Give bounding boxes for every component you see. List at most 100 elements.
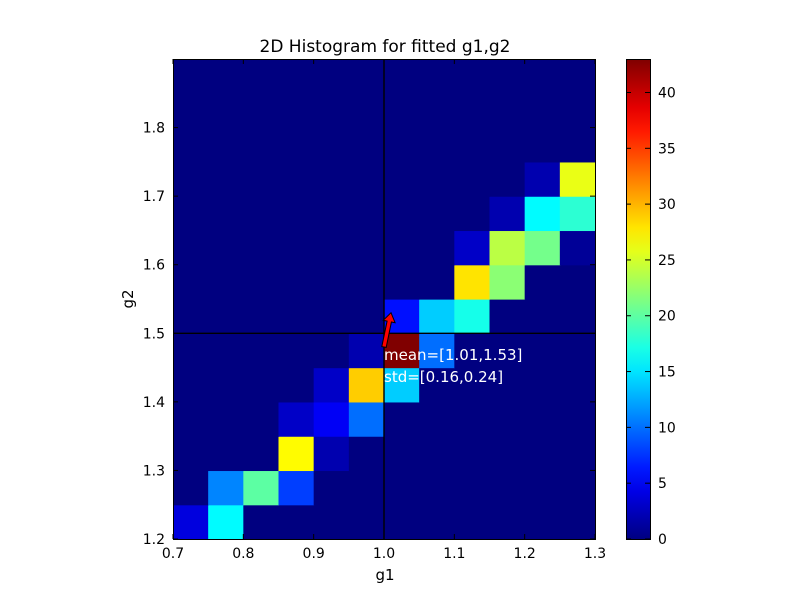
heatmap-cell (384, 196, 420, 232)
heatmap-cell (208, 299, 244, 334)
colorbar-tick-label: 40 (658, 85, 676, 101)
heatmap-cell (559, 93, 596, 129)
heatmap-cell (208, 333, 244, 369)
heatmap-cell (313, 401, 350, 437)
heatmap-cell (454, 470, 491, 506)
heatmap-cell (489, 504, 526, 540)
heatmap-cell (489, 333, 526, 369)
heatmap-cell (208, 127, 244, 163)
heatmap-cell (313, 59, 350, 94)
heatmap-cell (243, 401, 280, 437)
colorbar-tick-label: 15 (658, 365, 676, 381)
heatmap-cell (384, 230, 420, 266)
heatmap-cell (313, 470, 350, 506)
heatmap-cell (313, 230, 350, 266)
heatmap-cell (313, 299, 350, 334)
heatmap-cell (559, 333, 596, 369)
colorbar-tick-label: 0 (658, 532, 667, 548)
heatmap-cell (208, 470, 244, 506)
heatmap-cell (278, 196, 315, 232)
heatmap-cell (419, 127, 455, 163)
heatmap-cell (489, 230, 526, 266)
annotation-mean: mean=[1.01,1.53] (384, 346, 522, 364)
x-tick-label: 1.1 (443, 546, 465, 562)
y-tick-label: 1.8 (143, 121, 165, 137)
heatmap-cell (524, 504, 561, 540)
heatmap-cell (348, 299, 385, 334)
mean-arrow (381, 311, 396, 348)
heatmap-cell (348, 59, 385, 94)
heatmap-cell (208, 230, 244, 266)
heatmap-cell (489, 127, 526, 163)
heatmap-cell (243, 367, 280, 403)
heatmap-cell (173, 59, 209, 94)
heatmap-cell (524, 401, 561, 437)
heatmap-cell (559, 59, 596, 94)
heatmap-cell (173, 299, 209, 334)
heatmap-cell (278, 367, 315, 403)
heatmap-cell (524, 333, 561, 369)
heatmap-cell (173, 436, 209, 472)
y-axis-ticks: 1.2 1.3 1.4 1.5 1.6 1.7 1.8 (143, 121, 595, 548)
heatmap-cell (278, 161, 315, 197)
heatmap-cell (278, 436, 315, 472)
colorbar-tick-label: 25 (658, 253, 676, 269)
heatmap-cell (243, 230, 280, 266)
heatmap-cell (173, 93, 209, 129)
heatmap-cell (173, 230, 209, 266)
x-axis-ticks: 0.7 0.8 0.9 1.0 1.1 1.2 1.3 (162, 59, 606, 562)
heatmap-cell (313, 93, 350, 129)
y-tick-label: 1.3 (143, 463, 165, 479)
heatmap-cell (278, 93, 315, 129)
heatmap-cell (559, 367, 596, 403)
heatmap-cell (384, 470, 420, 506)
chart-title: 2D Histogram for fitted g1,g2 (260, 37, 511, 57)
heatmap-cell (278, 230, 315, 266)
heatmap-cell (348, 196, 385, 232)
heatmap-cell (419, 401, 455, 437)
heatmap-cell (384, 59, 420, 94)
heatmap-cell (208, 436, 244, 472)
heatmap-cell (524, 367, 561, 403)
colorbar-tick-label: 35 (658, 141, 676, 157)
heatmap-cell (348, 230, 385, 266)
heatmap-cell (173, 333, 209, 369)
heatmap-cell (559, 470, 596, 506)
heatmap-cell (489, 436, 526, 472)
heatmap-cell (243, 264, 280, 300)
y-tick-label: 1.7 (143, 189, 165, 205)
heatmap-cell (559, 161, 596, 197)
heatmap-cell (384, 367, 420, 403)
heatmap-cell (348, 333, 385, 369)
y-tick-label: 1.5 (143, 326, 165, 342)
heatmap-cells (173, 59, 596, 540)
heatmap-cell (524, 299, 561, 334)
colorbar-tick-label: 30 (658, 197, 676, 213)
heatmap-cell (559, 264, 596, 300)
heatmap-cell (384, 127, 420, 163)
heatmap-cell (419, 333, 455, 369)
heatmap-cell (489, 299, 526, 334)
heatmap-cell (278, 470, 315, 506)
heatmap-cell (524, 93, 561, 129)
heatmap-cell (278, 127, 315, 163)
heatmap-cell (489, 264, 526, 300)
heatmap-cell (278, 299, 315, 334)
heatmap-cell (524, 264, 561, 300)
heatmap-cell (419, 470, 455, 506)
heatmap-cell (313, 367, 350, 403)
x-tick-label: 1.3 (584, 546, 606, 562)
heatmap-cell (524, 161, 561, 197)
heatmap-cell (348, 93, 385, 129)
heatmap-cell (208, 161, 244, 197)
heatmap-cell (173, 264, 209, 300)
heatmap-cell (419, 161, 455, 197)
heatmap-cell (524, 127, 561, 163)
colorbar (626, 59, 651, 540)
heatmap-cell (384, 401, 420, 437)
heatmap-cell (208, 401, 244, 437)
colorbar-ticks: 0 5 10 15 20 25 30 35 40 (626, 85, 676, 548)
heatmap-cell (173, 127, 209, 163)
heatmap-cell (173, 196, 209, 232)
